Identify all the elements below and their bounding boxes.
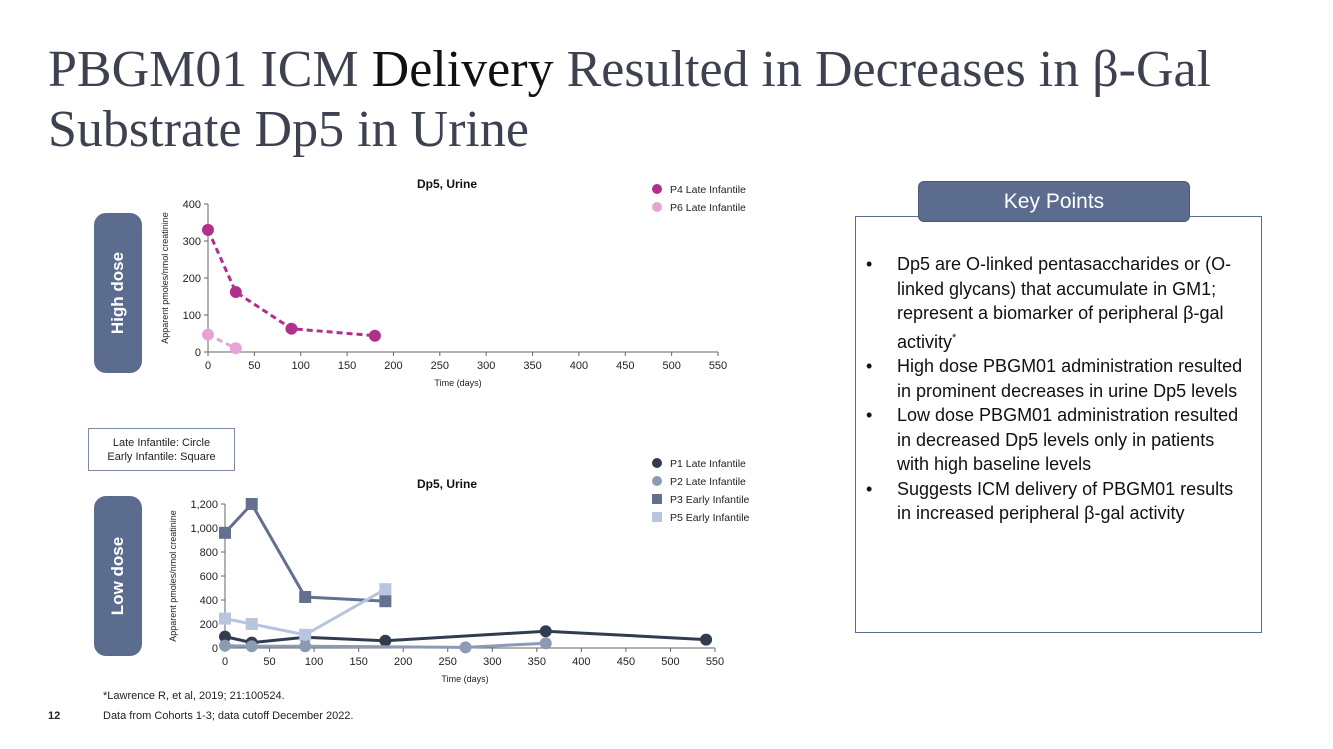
- legend-marker: [652, 184, 662, 194]
- data-point: [459, 641, 472, 654]
- data-point: [700, 633, 713, 646]
- low-dose-label: Low dose: [94, 496, 142, 656]
- x-axis-label: Time (days): [434, 378, 481, 388]
- footnote-data-cutoff: Data from Cohorts 1-3; data cutoff Decem…: [103, 710, 354, 722]
- data-point: [368, 329, 381, 342]
- y-tick-label: 1,200: [190, 499, 218, 511]
- low-dose-chart: Dp5, Urine 0 50 100 150 200 250 300 350 400 450 500…: [168, 458, 750, 684]
- data-point: [379, 634, 392, 647]
- data-point: [229, 286, 242, 299]
- x-tick-label: 500: [661, 656, 679, 668]
- legend-label: P3 Early Infantile: [670, 494, 750, 506]
- y-tick-label: 800: [200, 547, 218, 559]
- data-point: [219, 639, 231, 652]
- y-tick-label: 200: [200, 619, 218, 631]
- data-point: [299, 591, 312, 603]
- legend-label: P4 Late Infantile: [670, 184, 746, 196]
- data-point: [245, 618, 258, 630]
- y-tick-label: 100: [183, 310, 201, 322]
- data-point: [379, 595, 392, 608]
- x-tick-label: 350: [528, 656, 546, 668]
- key-points-header: Key Points: [918, 181, 1190, 222]
- series-line: [223, 501, 386, 603]
- y-axis-label: Apparent pmoles/nmol creatinine: [168, 510, 178, 642]
- x-tick-label: 300: [483, 656, 501, 668]
- data-point: [219, 612, 231, 625]
- data-point: [379, 583, 392, 596]
- chart-title: Dp5, Urine: [417, 477, 477, 491]
- x-tick-label: 550: [706, 656, 724, 668]
- key-point-item: • High dose PBGM01 administration resulte…: [866, 356, 1243, 401]
- y-tick-label: 1,000: [190, 523, 218, 535]
- x-tick-label: 200: [384, 360, 402, 372]
- data-point: [539, 625, 552, 638]
- data-point: [202, 223, 214, 236]
- shape-legend-circle: Late Infantile: Circle: [112, 436, 211, 449]
- footnote-reference: *Lawrence R, et al, 2019; 21:100524.: [103, 690, 285, 702]
- shape-legend-box: Late Infantile: Circle Early Infantile: …: [88, 428, 235, 471]
- page-number: 12: [48, 710, 61, 722]
- legend-label: P6 Late Infantile: [670, 202, 746, 214]
- x-tick-label: 250: [439, 656, 457, 668]
- slide-title: PBGM01 ICM Delivery Resulted in Decrease…: [48, 41, 1212, 158]
- x-axis-label: Time (days): [441, 674, 488, 684]
- y-tick-label: 300: [183, 236, 201, 248]
- x-tick-label: 300: [477, 360, 495, 372]
- y-tick-label: 400: [183, 199, 201, 211]
- key-point-item: • Dp5 are O-linked pentasaccharides or (O…: [866, 254, 1232, 352]
- x-tick-label: 500: [662, 360, 680, 372]
- legend-label: P1 Late Infantile: [670, 458, 746, 470]
- x-tick-label: 0: [222, 656, 228, 668]
- x-tick-label: 100: [305, 656, 323, 668]
- key-points-list: • Dp5 are O-linked pentasaccharides or (O…: [866, 252, 1246, 526]
- y-tick-label: 0: [212, 643, 218, 655]
- data-point: [229, 342, 242, 355]
- high-dose-label: High dose: [94, 213, 142, 373]
- x-tick-label: 100: [292, 360, 310, 372]
- data-point: [245, 640, 258, 653]
- x-tick-label: 150: [338, 360, 356, 372]
- series-line: [206, 229, 376, 338]
- key-point-item: • Suggests ICM delivery of PBGM01 results…: [866, 478, 1234, 524]
- x-tick-label: 400: [570, 360, 588, 372]
- x-tick-label: 0: [205, 360, 211, 372]
- series-line: [224, 587, 387, 637]
- data-point: [285, 322, 298, 335]
- data-point: [245, 498, 258, 510]
- y-tick-label: 400: [200, 595, 218, 607]
- x-tick-label: 250: [431, 360, 449, 372]
- legend-marker: [652, 458, 662, 468]
- x-tick-label: 150: [349, 656, 367, 668]
- data-point: [299, 628, 312, 641]
- x-tick-label: 450: [617, 656, 635, 668]
- x-tick-label: 200: [394, 656, 412, 668]
- y-tick-label: 200: [183, 273, 201, 285]
- y-tick-label: 0: [195, 347, 201, 359]
- data-point: [219, 526, 231, 539]
- data-point: [299, 640, 312, 653]
- legend-label: P5 Early Infantile: [670, 512, 750, 524]
- x-tick-label: 350: [523, 360, 541, 372]
- chart-title: Dp5, Urine: [417, 177, 477, 191]
- x-tick-label: 50: [263, 656, 275, 668]
- legend-marker: [652, 512, 662, 522]
- key-point-item: • Low dose PBGM01 administration resulted…: [866, 405, 1239, 474]
- legend-label: P2 Late Infantile: [670, 476, 746, 488]
- legend-marker: [652, 476, 662, 486]
- legend-marker: [652, 202, 662, 212]
- data-point: [202, 328, 214, 341]
- shape-legend-square: Early Infantile: Square: [107, 450, 216, 463]
- high-dose-chart: Dp5, Urine 0 50 100 150 200 250 300 350 400 450 500…: [160, 177, 746, 388]
- x-tick-label: 50: [248, 360, 260, 372]
- data-point: [539, 637, 552, 650]
- x-tick-label: 400: [572, 656, 590, 668]
- legend-marker: [652, 494, 662, 504]
- x-tick-label: 550: [709, 360, 727, 372]
- x-tick-label: 450: [616, 360, 634, 372]
- y-axis-label: Apparent pmoles/nmol creatinine: [160, 212, 170, 344]
- y-tick-label: 600: [200, 571, 218, 583]
- data-point: [219, 630, 231, 643]
